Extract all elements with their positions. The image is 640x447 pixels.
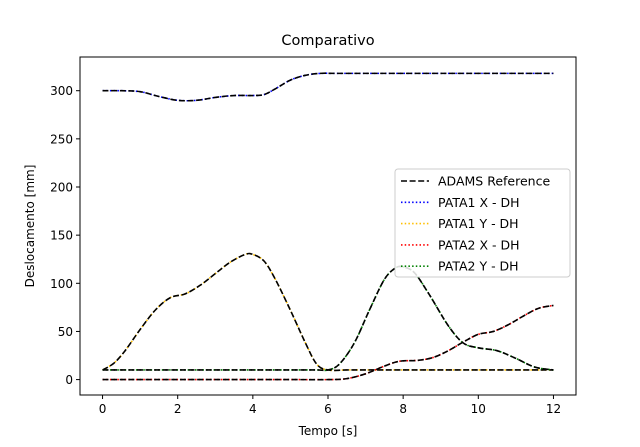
y-axis-ticks: 0 50 100 150 200 250 300 bbox=[50, 84, 80, 387]
x-tick-label: 4 bbox=[249, 402, 257, 416]
x-tick-label: 10 bbox=[471, 402, 486, 416]
legend-label: PATA1 X - DH bbox=[438, 195, 520, 210]
reference-line-3 bbox=[102, 304, 554, 381]
x-tick-label: 2 bbox=[174, 402, 182, 416]
reference-line-1 bbox=[102, 72, 554, 102]
y-tick-label: 150 bbox=[50, 229, 73, 243]
x-tick-label: 12 bbox=[546, 402, 561, 416]
reference-line-2 bbox=[102, 252, 554, 372]
y-tick-label: 200 bbox=[50, 181, 73, 195]
y-tick-label: 50 bbox=[58, 325, 73, 339]
y-axis-label: Deslocamento [mm] bbox=[23, 165, 37, 288]
chart-title: Comparativo bbox=[281, 33, 374, 49]
series-line-3 bbox=[102, 304, 554, 381]
y-tick-label: 300 bbox=[50, 84, 73, 98]
x-axis-ticks: 0 2 4 6 8 10 12 bbox=[99, 395, 561, 416]
x-tick-label: 8 bbox=[399, 402, 407, 416]
legend-label: PATA2 Y - DH bbox=[438, 259, 519, 274]
y-tick-label: 250 bbox=[50, 132, 73, 146]
y-tick-label: 0 bbox=[65, 373, 73, 387]
x-tick-label: 6 bbox=[324, 402, 332, 416]
legend-label: ADAMS Reference bbox=[438, 174, 550, 189]
legend: ADAMS Reference PATA1 X - DH PATA1 Y - DH P… bbox=[394, 168, 571, 278]
x-tick-label: 0 bbox=[99, 402, 107, 416]
legend-label: PATA1 Y - DH bbox=[438, 216, 519, 231]
legend-label: PATA2 X - DH bbox=[438, 237, 520, 252]
series-line-1 bbox=[102, 72, 554, 102]
x-axis-label: Tempo [s] bbox=[298, 424, 358, 438]
legend-box bbox=[394, 168, 571, 278]
plot-area bbox=[102, 72, 554, 381]
y-tick-label: 100 bbox=[50, 277, 73, 291]
reference-line-4 bbox=[102, 265, 554, 372]
